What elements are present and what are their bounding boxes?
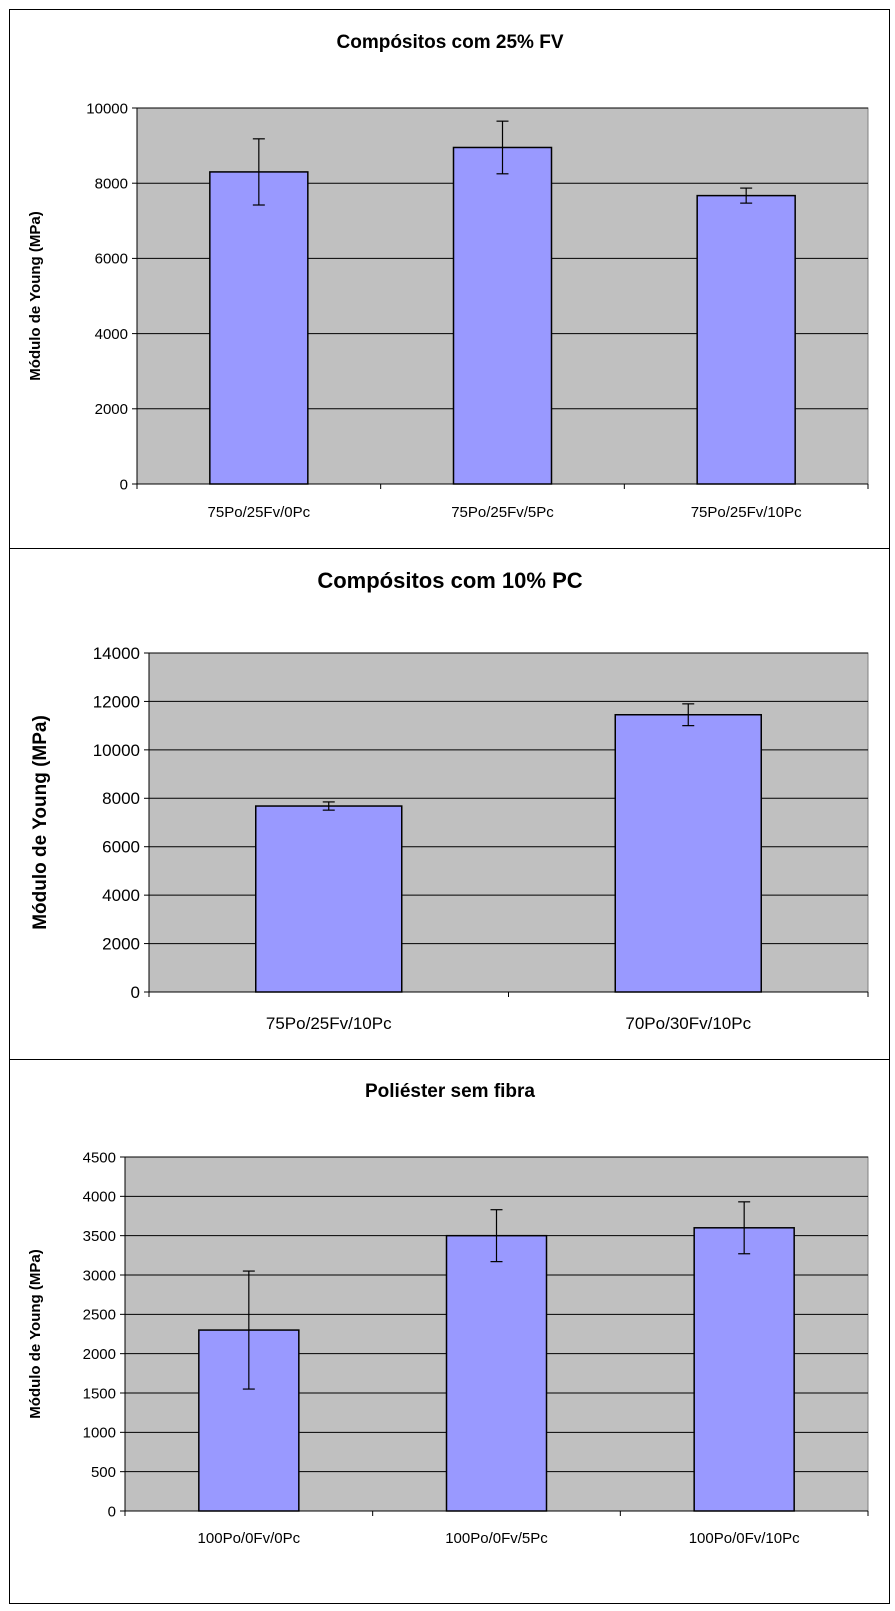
y-tick-label: 10000 [93,741,140,760]
x-tick-label: 100Po/0Fv/0Pc [198,1530,301,1547]
chart-panel-3: Poliéster sem fibra 0 500 1000 1500 2000 2500 3… [27,1081,869,1547]
x-tick-label: 100Po/0Fv/10Pc [689,1530,800,1547]
y-axis-label: Módulo de Young (MPa) [27,1249,44,1418]
y-tick-label: 4000 [83,1189,116,1206]
x-tick-label: 70Po/30Fv/10Pc [625,1014,751,1033]
bar [255,805,403,993]
x-tick-label: 75Po/25Fv/0Pc [208,504,311,521]
chart-title: Compósitos com 25% FV [337,32,564,53]
y-tick-label: 8000 [95,175,128,192]
x-tick-label: 75Po/25Fv/10Pc [691,504,802,521]
y-tick-label: 1500 [83,1385,116,1402]
y-tick-label: 500 [91,1464,116,1481]
y-tick-label: 6000 [102,838,140,857]
y-tick-label: 3500 [83,1228,116,1245]
x-tick-label: 75Po/25Fv/5Pc [451,504,554,521]
x-tick-label: 75Po/25Fv/10Pc [266,1014,392,1033]
y-tick-label: 8000 [102,789,140,808]
bar [445,1234,548,1512]
y-tick-label: 0 [120,476,128,493]
y-tick-label: 0 [131,983,140,1002]
chart-title: Poliéster sem fibra [365,1081,535,1102]
y-tick-label: 2000 [102,935,140,954]
y-tick-label: 14000 [93,644,140,663]
y-tick-label: 4500 [83,1149,116,1166]
y-tick-label: 12000 [93,692,140,711]
y-tick-label: 4000 [102,886,140,905]
y-tick-label: 1000 [83,1425,116,1442]
chart-panel-1: Compósitos com 25% FV 0 2000 4000 6000 8000 10… [27,32,869,521]
y-tick-label: 2000 [95,401,128,418]
y-tick-label: 2500 [83,1307,116,1324]
y-tick-label: 10000 [86,100,128,117]
y-axis-label: Módulo de Young (MPa) [27,211,44,380]
bar [209,171,309,485]
y-axis-label: Módulo de Young (MPa) [30,715,51,930]
bar [452,146,553,485]
y-tick-label: 4000 [95,326,128,343]
y-tick-label: 6000 [95,251,128,268]
chart-panel-2: Compósitos com 10% PC 0 2000 4000 6000 8000 10… [30,568,869,1033]
bar [614,713,762,993]
chart-title: Compósitos com 10% PC [317,568,582,593]
bar [693,1227,795,1512]
y-tick-label: 0 [108,1503,116,1520]
y-tick-label: 3000 [83,1267,116,1284]
y-tick-label: 2000 [83,1346,116,1363]
x-tick-label: 100Po/0Fv/5Pc [445,1530,548,1547]
bar [696,194,796,485]
